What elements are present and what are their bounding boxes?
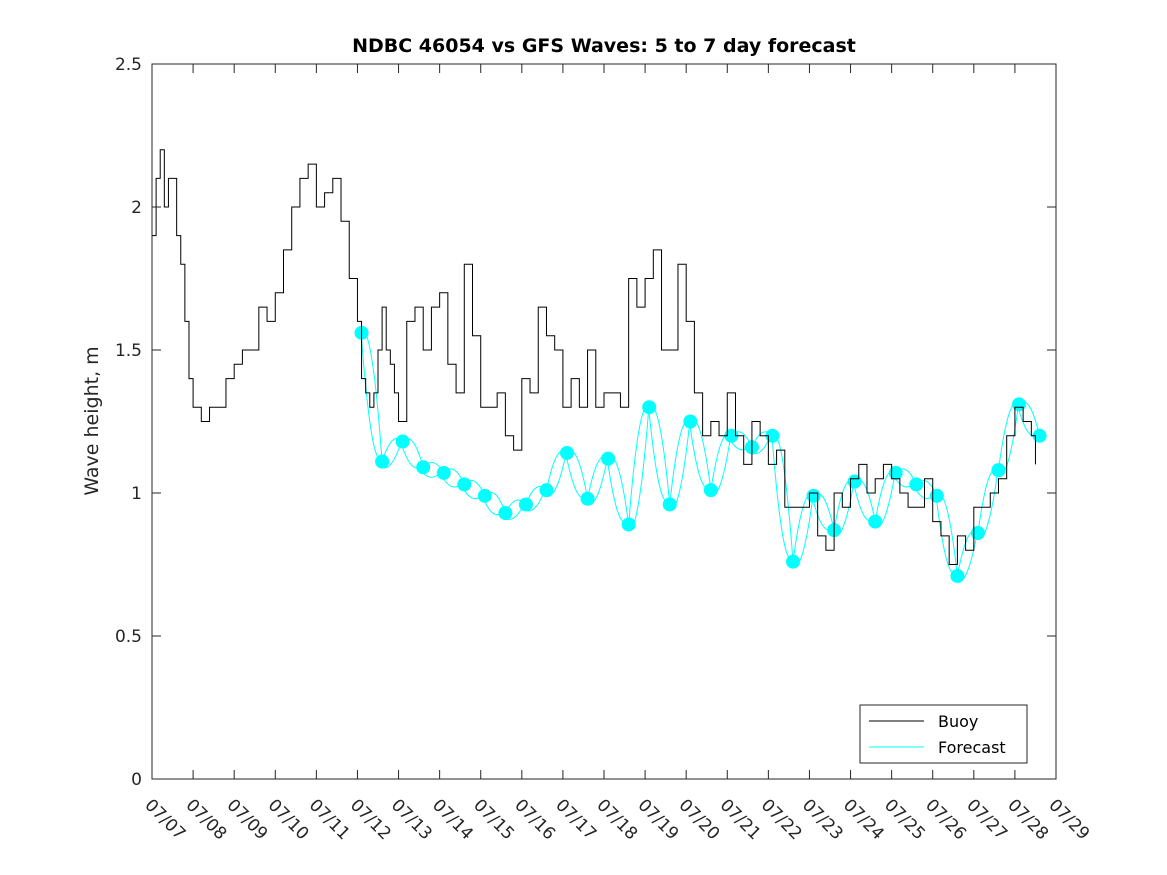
forecast-point xyxy=(518,497,533,512)
y-tick-label: 0.5 xyxy=(115,627,142,647)
forecast-point xyxy=(786,554,801,569)
forecast-point xyxy=(457,477,472,492)
y-tick-label: 1.5 xyxy=(115,341,142,361)
legend-label-buoy: Buoy xyxy=(938,712,978,731)
forecast-point xyxy=(909,477,924,492)
y-tick-label: 1 xyxy=(131,484,142,504)
forecast-point xyxy=(477,488,492,503)
legend: Buoy Forecast xyxy=(859,704,1028,764)
forecast-point xyxy=(642,400,657,415)
chart-title: NDBC 46054 vs GFS Waves: 5 to 7 day fore… xyxy=(352,35,856,57)
forecast-point xyxy=(662,497,677,512)
forecast-layer xyxy=(354,325,1047,583)
forecast-point xyxy=(580,491,595,506)
forecast-point xyxy=(847,474,862,489)
forecast-point xyxy=(991,463,1006,478)
forecast-point xyxy=(1032,428,1047,443)
forecast-point xyxy=(683,414,698,429)
forecast-point xyxy=(888,465,903,480)
forecast-point xyxy=(395,434,410,449)
forecast-point xyxy=(436,465,451,480)
legend-box xyxy=(859,704,1028,764)
plot-area xyxy=(151,63,1057,780)
forecast-point xyxy=(560,445,575,460)
forecast-point xyxy=(950,568,965,583)
forecast-point xyxy=(806,488,821,503)
forecast-point xyxy=(724,428,739,443)
y-ticks: 0 0.5 1 1.5 2 2.5 xyxy=(115,55,1056,790)
forecast-point xyxy=(375,454,390,469)
forecast-point xyxy=(703,483,718,498)
forecast-point xyxy=(601,451,616,466)
buoy-line xyxy=(152,149,1036,565)
forecast-point xyxy=(539,483,554,498)
forecast-point xyxy=(416,460,431,475)
legend-label-forecast: Forecast xyxy=(938,738,1006,757)
y-axis-label: Wave height, m xyxy=(81,346,103,495)
forecast-point xyxy=(765,428,780,443)
forecast-point xyxy=(498,506,513,521)
forecast-point xyxy=(970,526,985,541)
forecast-point xyxy=(868,514,883,529)
buoy-layer xyxy=(152,149,1036,565)
y-tick-label: 2 xyxy=(131,198,142,218)
forecast-point xyxy=(621,517,636,532)
y-tick-label: 0 xyxy=(131,770,142,790)
forecast-point xyxy=(929,488,944,503)
forecast-point xyxy=(1012,397,1027,412)
y-tick-label: 2.5 xyxy=(115,55,142,75)
